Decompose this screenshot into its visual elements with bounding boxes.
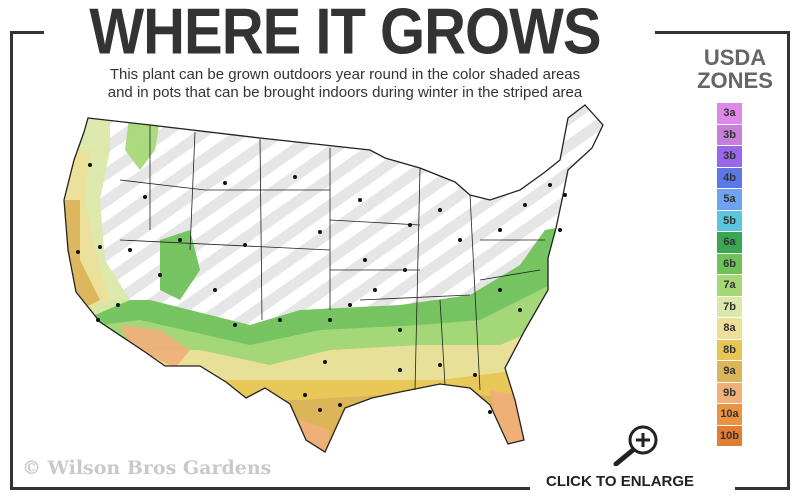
city-dot: [498, 228, 502, 232]
city-dot: [373, 288, 377, 292]
state-border: [119, 239, 331, 251]
city-dot: [116, 303, 120, 307]
state-borders: [119, 125, 545, 391]
zoom-in-magnifier-icon[interactable]: [610, 422, 666, 466]
state-border: [329, 219, 421, 226]
legend-zone-6b: 6b: [717, 253, 742, 274]
state-border: [189, 131, 196, 251]
city-dot: [318, 408, 322, 412]
subtitle-line-1: This plant can be grown outdoors year ro…: [109, 66, 581, 83]
city-dot: [243, 243, 247, 247]
state-border: [469, 194, 481, 391]
city-dot: [158, 273, 162, 277]
city-dot: [98, 245, 102, 249]
frame-left: [10, 31, 13, 490]
city-dot: [558, 228, 562, 232]
legend-zone-8b: 8b: [717, 339, 742, 360]
legend-title: USDA ZONES: [680, 46, 790, 92]
city-dot: [128, 248, 132, 252]
subtitle-line-2: and in pots that can be brought indoors …: [107, 84, 583, 101]
city-dot: [458, 238, 462, 242]
city-dot: [318, 230, 322, 234]
frame-bottom-left: [10, 487, 530, 490]
city-dot: [338, 403, 342, 407]
city-dot: [498, 288, 502, 292]
legend-zone-8a: 8a: [717, 318, 742, 339]
frame-bottom-right: [735, 487, 790, 490]
legend-zone-5a: 5a: [717, 189, 742, 210]
state-border: [414, 167, 421, 391]
city-dot: [323, 360, 327, 364]
zone-legend: 3a 3b 3b 4b 5a 5b 6a 6b 7a 7b 8a 8b 9a 9b 10a 10b: [717, 103, 742, 447]
city-dot: [358, 198, 362, 202]
zone-area-9a: [64, 395, 600, 452]
state-border: [359, 294, 471, 301]
state-border: [259, 137, 263, 321]
city-dot: [488, 410, 492, 414]
city-dot: [88, 163, 92, 167]
legend-zone-10b: 10b: [717, 425, 742, 446]
click-to-enlarge-button[interactable]: CLICK TO ENLARGE: [546, 473, 695, 490]
legend-zone-9b: 9b: [717, 382, 742, 403]
city-dot: [303, 393, 307, 397]
zone-area-9b: [120, 325, 190, 368]
city-dot: [278, 318, 282, 322]
city-dot: [438, 363, 442, 367]
city-dot: [96, 318, 100, 322]
legend-zone-6a: 6a: [717, 232, 742, 253]
legend-zone-3b: 3b: [717, 146, 742, 167]
city-dot: [408, 223, 412, 227]
city-dot: [348, 303, 352, 307]
frame-top-left: [10, 31, 44, 34]
frame-top-right: [655, 31, 790, 34]
city-dot: [518, 308, 522, 312]
city-dots: [76, 163, 567, 414]
city-dot: [293, 175, 297, 179]
city-dot: [398, 328, 402, 332]
city-dot: [438, 208, 442, 212]
watermark: © Wilson Bros Gardens: [22, 457, 272, 479]
city-dot: [363, 258, 367, 262]
frame-right: [787, 31, 790, 490]
legend-title-line-1: USDA: [703, 45, 767, 70]
page-subtitle: This plant can be grown outdoors year ro…: [50, 66, 640, 102]
page-title: WHERE IT GROWS: [89, 0, 601, 68]
state-border: [439, 299, 446, 386]
legend-zone-9a: 9a: [717, 361, 742, 382]
legend-zone-3b: 3b: [717, 124, 742, 145]
city-dot: [233, 323, 237, 327]
legend-zone-7b: 7b: [717, 296, 742, 317]
city-dot: [563, 193, 567, 197]
city-dot: [178, 238, 182, 242]
city-dot: [523, 203, 527, 207]
legend-zone-7a: 7a: [717, 275, 742, 296]
state-border: [479, 269, 541, 281]
city-dot: [223, 181, 227, 185]
city-dot: [473, 373, 477, 377]
legend-zone-5b: 5b: [717, 210, 742, 231]
city-dot: [398, 368, 402, 372]
city-dot: [403, 268, 407, 272]
legend-zone-10a: 10a: [717, 404, 742, 425]
legend-title-line-2: ZONES: [697, 68, 773, 93]
city-dot: [76, 250, 80, 254]
city-dot: [548, 183, 552, 187]
city-dot: [143, 195, 147, 199]
us-outline: [63, 104, 604, 453]
legend-zone-3a: 3a: [717, 103, 742, 124]
legend-zone-4b: 4b: [717, 167, 742, 188]
state-border: [119, 179, 206, 191]
city-dot: [328, 318, 332, 322]
city-dot: [213, 288, 217, 292]
